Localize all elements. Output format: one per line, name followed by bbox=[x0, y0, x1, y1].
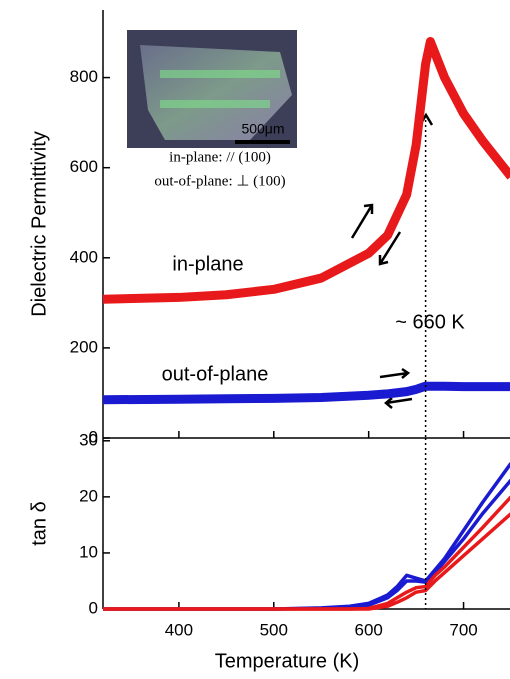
crystal bbox=[140, 45, 292, 140]
annotation: 500μm bbox=[241, 121, 284, 137]
arrow bbox=[378, 231, 402, 266]
x-tick-label: 500 bbox=[260, 620, 288, 639]
arrows bbox=[350, 112, 434, 409]
annotation: in-plane: // (100) bbox=[169, 149, 271, 165]
series-line bbox=[103, 512, 510, 611]
x-tick-label: 600 bbox=[354, 620, 382, 639]
y-tick-label: 600 bbox=[70, 157, 98, 176]
x-tick-label: 400 bbox=[165, 620, 193, 639]
y-axis-label: tan δ bbox=[28, 501, 50, 546]
series-line bbox=[103, 462, 510, 611]
arrow bbox=[350, 203, 374, 239]
annotation: out-of-plane: ⊥ (100) bbox=[154, 173, 285, 189]
series-line bbox=[102, 381, 510, 405]
series-line bbox=[102, 37, 510, 304]
y-tick-label: 200 bbox=[70, 337, 98, 356]
stripe bbox=[160, 100, 270, 108]
series-line bbox=[103, 478, 510, 611]
series-label: out-of-plane bbox=[162, 363, 269, 385]
y-axis-label: Dielectric Permittivity bbox=[28, 131, 50, 317]
arrow bbox=[384, 397, 413, 409]
y-tick-label: 0 bbox=[89, 427, 98, 446]
y-tick-label: 20 bbox=[79, 486, 98, 505]
y-tick-label: 800 bbox=[70, 67, 98, 86]
y-tick-label: 400 bbox=[70, 247, 98, 266]
arrow bbox=[379, 367, 411, 379]
y-tick-label: 0 bbox=[89, 598, 98, 617]
x-tick-label: 700 bbox=[449, 620, 477, 639]
stripe bbox=[160, 70, 280, 78]
scale-bar bbox=[235, 140, 290, 144]
x-axis-label: Temperature (K) bbox=[215, 650, 360, 672]
y-tick-label: 30 bbox=[79, 430, 98, 449]
y-tick-label: 10 bbox=[79, 542, 98, 561]
annotation: ~ 660 K bbox=[395, 311, 465, 333]
series-label: in-plane bbox=[172, 253, 243, 275]
